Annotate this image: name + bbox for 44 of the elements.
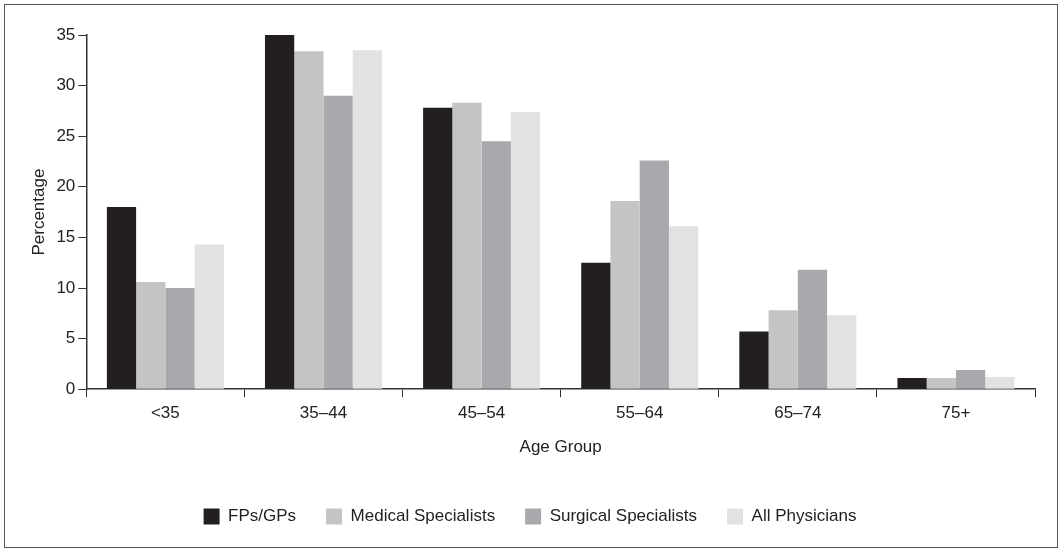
x-tick-label: 65–74 — [774, 403, 822, 423]
x-tick-label: 45–54 — [457, 403, 506, 423]
x-axis-title: Age Group — [519, 437, 602, 457]
bar — [510, 111, 541, 389]
legend-label: All Physicians — [751, 506, 857, 526]
y-axis-title: Percentage — [28, 168, 48, 256]
y-tick-label: 10 — [56, 277, 76, 297]
y-tick-label: 20 — [56, 176, 76, 196]
bar — [897, 378, 927, 389]
bar — [668, 226, 699, 389]
y-tick-label: 5 — [65, 328, 76, 348]
y-tick-label: 0 — [65, 378, 76, 398]
bar — [352, 50, 382, 389]
bar — [423, 107, 453, 389]
x-tick-label: <35 — [150, 403, 180, 423]
bar — [165, 288, 195, 389]
bar — [639, 160, 669, 389]
legend-label: Medical Specialists — [350, 506, 496, 526]
bar — [926, 378, 956, 389]
bar — [581, 262, 611, 389]
bar — [481, 141, 511, 389]
bar — [106, 207, 137, 389]
bar — [452, 102, 482, 389]
bar — [294, 51, 324, 389]
legend-label: FPs/GPs — [228, 506, 297, 526]
bar — [739, 331, 769, 389]
bar — [194, 244, 224, 389]
bar — [797, 269, 828, 389]
bar — [955, 369, 986, 389]
bar — [136, 281, 166, 389]
bar — [768, 310, 798, 389]
legend-label: Surgical Specialists — [549, 506, 698, 526]
x-tick-label: 75+ — [941, 403, 971, 423]
bar — [610, 200, 640, 389]
bar — [827, 315, 857, 389]
bar — [985, 377, 1015, 389]
y-tick-label: 25 — [56, 125, 76, 145]
x-tick-label: 55–64 — [616, 403, 664, 423]
y-tick-label: 15 — [56, 227, 76, 247]
x-tick-label: 35–44 — [299, 403, 348, 423]
y-tick-label: 30 — [56, 75, 76, 95]
bar — [264, 35, 295, 389]
bar — [323, 95, 353, 389]
y-tick-label: 35 — [56, 24, 76, 44]
